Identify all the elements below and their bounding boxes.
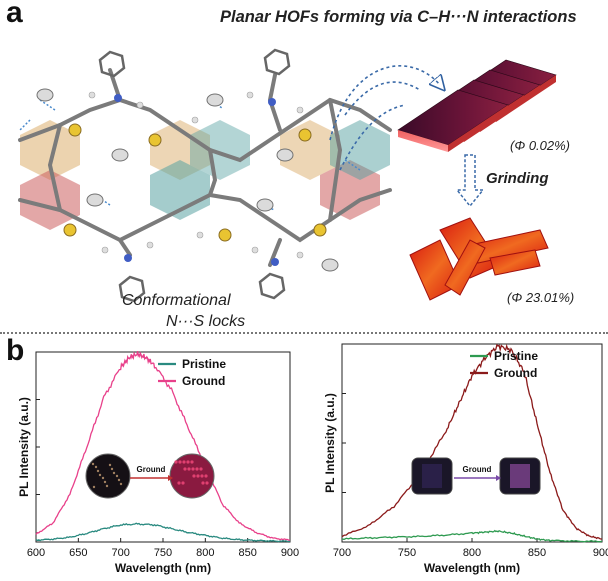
ground-speck — [199, 467, 203, 471]
ground-speck — [204, 474, 208, 478]
ground-arrow-head — [496, 475, 501, 481]
pristine-sample-photo — [85, 453, 131, 499]
legend-label: Pristine — [494, 349, 538, 363]
ground-quantum-yield: (Φ 23.01%) — [507, 290, 575, 305]
y-axis-label: PL Intensity (a.u.) — [323, 393, 337, 493]
grinding-label: Grinding — [486, 170, 549, 187]
pristine-speck — [112, 471, 116, 475]
pristine-speck — [108, 463, 112, 467]
ground-speck — [187, 467, 191, 471]
ground-sample-glow — [510, 464, 530, 488]
pristine-speck — [115, 474, 119, 478]
ground-speck — [205, 481, 209, 485]
panel-divider — [0, 332, 608, 334]
inset-ground-label: Ground — [137, 465, 166, 474]
sample-photo-inset: Ground — [85, 453, 215, 499]
ground-speck — [201, 481, 205, 485]
legend-label: Ground — [494, 366, 537, 380]
panel-a-title: Planar HOFs forming via C–H···N interact… — [220, 8, 577, 26]
inset-ground-label: Ground — [463, 465, 492, 474]
x-tick-label: 900 — [593, 547, 608, 559]
conformational-lock-label-2: N···S locks — [166, 313, 246, 330]
ground-sample-photo — [169, 453, 215, 499]
hydrogen-atoms — [88, 91, 304, 259]
x-tick-label: 750 — [398, 547, 416, 559]
pristine-speck — [110, 467, 114, 471]
pristine-speck — [103, 480, 107, 484]
nitrogen-atoms — [114, 94, 279, 266]
series-line-pristine — [35, 522, 291, 543]
ground-speck — [183, 467, 187, 471]
pristine-quantum-yield: (Φ 0.02%) — [510, 138, 571, 153]
x-tick-label: 750 — [154, 547, 172, 559]
pristine-speck — [96, 469, 100, 473]
pristine-speck — [119, 482, 123, 486]
ground-speck — [182, 460, 186, 464]
ground-speck — [196, 474, 200, 478]
panel-a-letter: a — [6, 0, 23, 29]
pristine-speck — [92, 485, 96, 489]
x-tick-label: 800 — [463, 547, 481, 559]
ground-speck — [191, 467, 195, 471]
phenyl-rings — [98, 48, 291, 303]
hof-crystal-structure — [18, 48, 392, 303]
series-line-pristine — [341, 529, 603, 543]
ground-speck — [186, 460, 190, 464]
pristine-speck — [94, 465, 98, 469]
sample-photo-inset: Ground — [411, 457, 541, 495]
lock-highlight-atoms — [36, 88, 339, 272]
x-tick-label: 900 — [281, 547, 299, 559]
legend-label: Ground — [182, 374, 225, 388]
pl-chart-left: 600 650 700 750 800 850 900 Wavelength (nm) PL I… — [17, 350, 299, 575]
x-tick-label: 600 — [27, 547, 45, 559]
x-tick-label: 850 — [528, 547, 546, 559]
ground-speck — [195, 467, 199, 471]
ground-speck — [190, 460, 194, 464]
pristine-sample-glow — [422, 464, 442, 488]
ground-speck — [192, 474, 196, 478]
ground-speck — [200, 474, 204, 478]
y-axis-label: PL Intensity (a.u.) — [17, 397, 31, 497]
panel-a-illustration — [18, 48, 557, 303]
pristine-speck — [101, 476, 105, 480]
grinding-arrow — [455, 154, 485, 208]
pristine-speck — [117, 478, 121, 482]
framework-backbone — [18, 68, 392, 267]
x-tick-label: 850 — [238, 547, 256, 559]
conformational-lock-label-1: Conformational — [122, 292, 231, 309]
panel-b-letter: b — [6, 334, 25, 367]
ground-speck — [181, 481, 185, 485]
flow-arrows-to-crystal — [329, 65, 440, 171]
x-tick-label: 800 — [196, 547, 214, 559]
x-tick-label: 700 — [333, 547, 351, 559]
series-line-ground — [341, 343, 602, 540]
pristine-crystal-stack — [397, 59, 557, 152]
x-axis-label: Wavelength (nm) — [424, 561, 520, 575]
series-line-ground — [35, 350, 290, 541]
legend-label: Pristine — [182, 357, 226, 371]
x-tick-label: 650 — [69, 547, 87, 559]
ground-speck — [177, 481, 181, 485]
ground-crystals — [409, 217, 549, 301]
x-axis-label: Wavelength (nm) — [115, 561, 211, 575]
pristine-speck — [105, 484, 109, 488]
pristine-speck — [91, 462, 95, 466]
x-tick-label: 700 — [111, 547, 129, 559]
sulfur-atoms — [63, 123, 327, 242]
ground-speck — [178, 460, 182, 464]
pristine-speck — [98, 473, 102, 477]
pl-chart-right: 700 750 800 850 900 Wavelength (nm) PL Intensi… — [323, 343, 608, 575]
ground-arrow-head — [168, 475, 173, 481]
ground-speck — [174, 460, 178, 464]
